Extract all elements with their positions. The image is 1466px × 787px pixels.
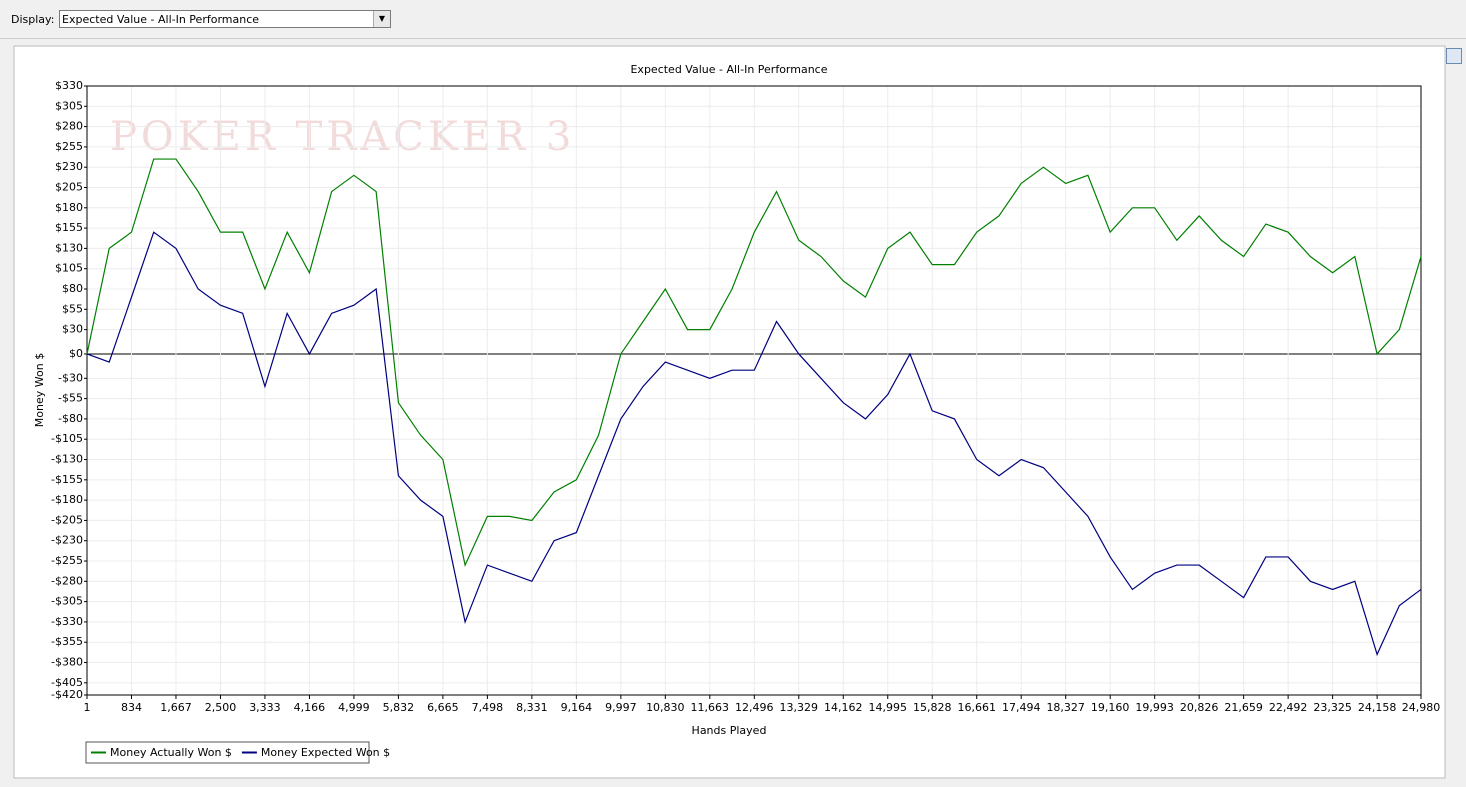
x-tick-label: 23,325 xyxy=(1313,701,1352,714)
y-tick-label: -$105 xyxy=(51,432,83,445)
dropdown-value: Expected Value - All-In Performance xyxy=(62,13,260,26)
x-tick-label: 18,327 xyxy=(1046,701,1085,714)
y-tick-label: $30 xyxy=(62,323,83,336)
series-line xyxy=(86,158,1422,567)
x-tick-label: 4,999 xyxy=(338,701,370,714)
y-tick-label: -$180 xyxy=(51,493,83,506)
x-tick-label: 17,494 xyxy=(1002,701,1041,714)
x-tick-label: 19,993 xyxy=(1135,701,1174,714)
x-tick-label: 10,830 xyxy=(646,701,685,714)
x-tick-label: 8,331 xyxy=(516,701,548,714)
y-tick-label: -$130 xyxy=(51,453,83,466)
x-tick-label: 2,500 xyxy=(205,701,237,714)
x-tick-label: 24,980 xyxy=(1402,701,1441,714)
y-tick-label: -$55 xyxy=(58,392,83,405)
plot-border xyxy=(86,85,1422,696)
x-tick-label: 24,158 xyxy=(1358,701,1397,714)
y-tick-label: $230 xyxy=(55,160,83,173)
x-tick-label: 1,667 xyxy=(160,701,192,714)
x-tick-label: 9,997 xyxy=(605,701,637,714)
x-tick-label: 1 xyxy=(84,701,91,714)
y-tick-label: $55 xyxy=(62,302,83,315)
y-tick-label: $130 xyxy=(55,241,83,254)
x-tick-label: 12,496 xyxy=(735,701,774,714)
dropdown-arrow[interactable]: ▼ xyxy=(373,11,390,27)
x-axis-label: Hands Played xyxy=(692,724,767,737)
y-tick-label: -$230 xyxy=(51,534,83,547)
y-tick-label: -$380 xyxy=(51,656,83,669)
y-tick-label: $80 xyxy=(62,282,83,295)
maximize-button[interactable] xyxy=(1446,48,1462,64)
y-tick-label: -$420 xyxy=(51,688,83,701)
y-tick-label: $180 xyxy=(55,201,83,214)
x-tick-label: 5,832 xyxy=(383,701,415,714)
y-axis-label: Money Won $ xyxy=(33,353,46,427)
x-tick-label: 6,665 xyxy=(427,701,459,714)
y-tick-label: -$205 xyxy=(51,513,83,526)
y-tick-label: -$330 xyxy=(51,615,83,628)
display-label: Display: xyxy=(11,13,55,26)
x-tick-label: 15,828 xyxy=(913,701,952,714)
y-tick-label: -$405 xyxy=(51,676,83,689)
chart-panel xyxy=(13,45,1446,779)
x-tick-label: 13,329 xyxy=(780,701,819,714)
x-tick-label: 9,164 xyxy=(561,701,593,714)
y-tick-label: $280 xyxy=(55,120,83,133)
x-tick-label: 4,166 xyxy=(294,701,326,714)
x-tick-label: 834 xyxy=(121,701,142,714)
y-tick-label: $205 xyxy=(55,181,83,194)
separator xyxy=(0,38,1466,39)
legend-box xyxy=(85,741,370,764)
y-tick-label: $255 xyxy=(55,140,83,153)
x-tick-label: 21,659 xyxy=(1224,701,1263,714)
display-dropdown[interactable]: Expected Value - All-In Performance ▼ xyxy=(59,10,391,28)
y-tick-label: $0 xyxy=(69,347,83,360)
x-tick-label: 11,663 xyxy=(691,701,730,714)
y-tick-label: -$255 xyxy=(51,554,83,567)
watermark: POKER TRACKER 3 xyxy=(110,114,575,160)
chart-title: Expected Value - All-In Performance xyxy=(630,63,827,76)
y-tick-label: -$80 xyxy=(58,412,83,425)
y-tick-label: $105 xyxy=(55,262,83,275)
y-tick-label: $155 xyxy=(55,221,83,234)
x-tick-label: 16,661 xyxy=(957,701,996,714)
x-tick-label: 20,826 xyxy=(1180,701,1219,714)
legend-label: Money Actually Won $ xyxy=(110,746,232,759)
x-tick-label: 7,498 xyxy=(472,701,504,714)
y-tick-label: -$305 xyxy=(51,595,83,608)
y-tick-label: -$30 xyxy=(58,371,83,384)
y-tick-label: -$155 xyxy=(51,473,83,486)
x-tick-label: 3,333 xyxy=(249,701,281,714)
y-tick-label: -$355 xyxy=(51,635,83,648)
y-tick-label: $330 xyxy=(55,79,83,92)
y-tick-label: $305 xyxy=(55,99,83,112)
x-tick-label: 19,160 xyxy=(1091,701,1130,714)
x-tick-label: 14,995 xyxy=(869,701,908,714)
x-tick-label: 14,162 xyxy=(824,701,863,714)
x-tick-label: 22,492 xyxy=(1269,701,1308,714)
series-line xyxy=(86,231,1422,657)
y-tick-label: -$280 xyxy=(51,574,83,587)
legend-label: Money Expected Won $ xyxy=(261,746,390,759)
